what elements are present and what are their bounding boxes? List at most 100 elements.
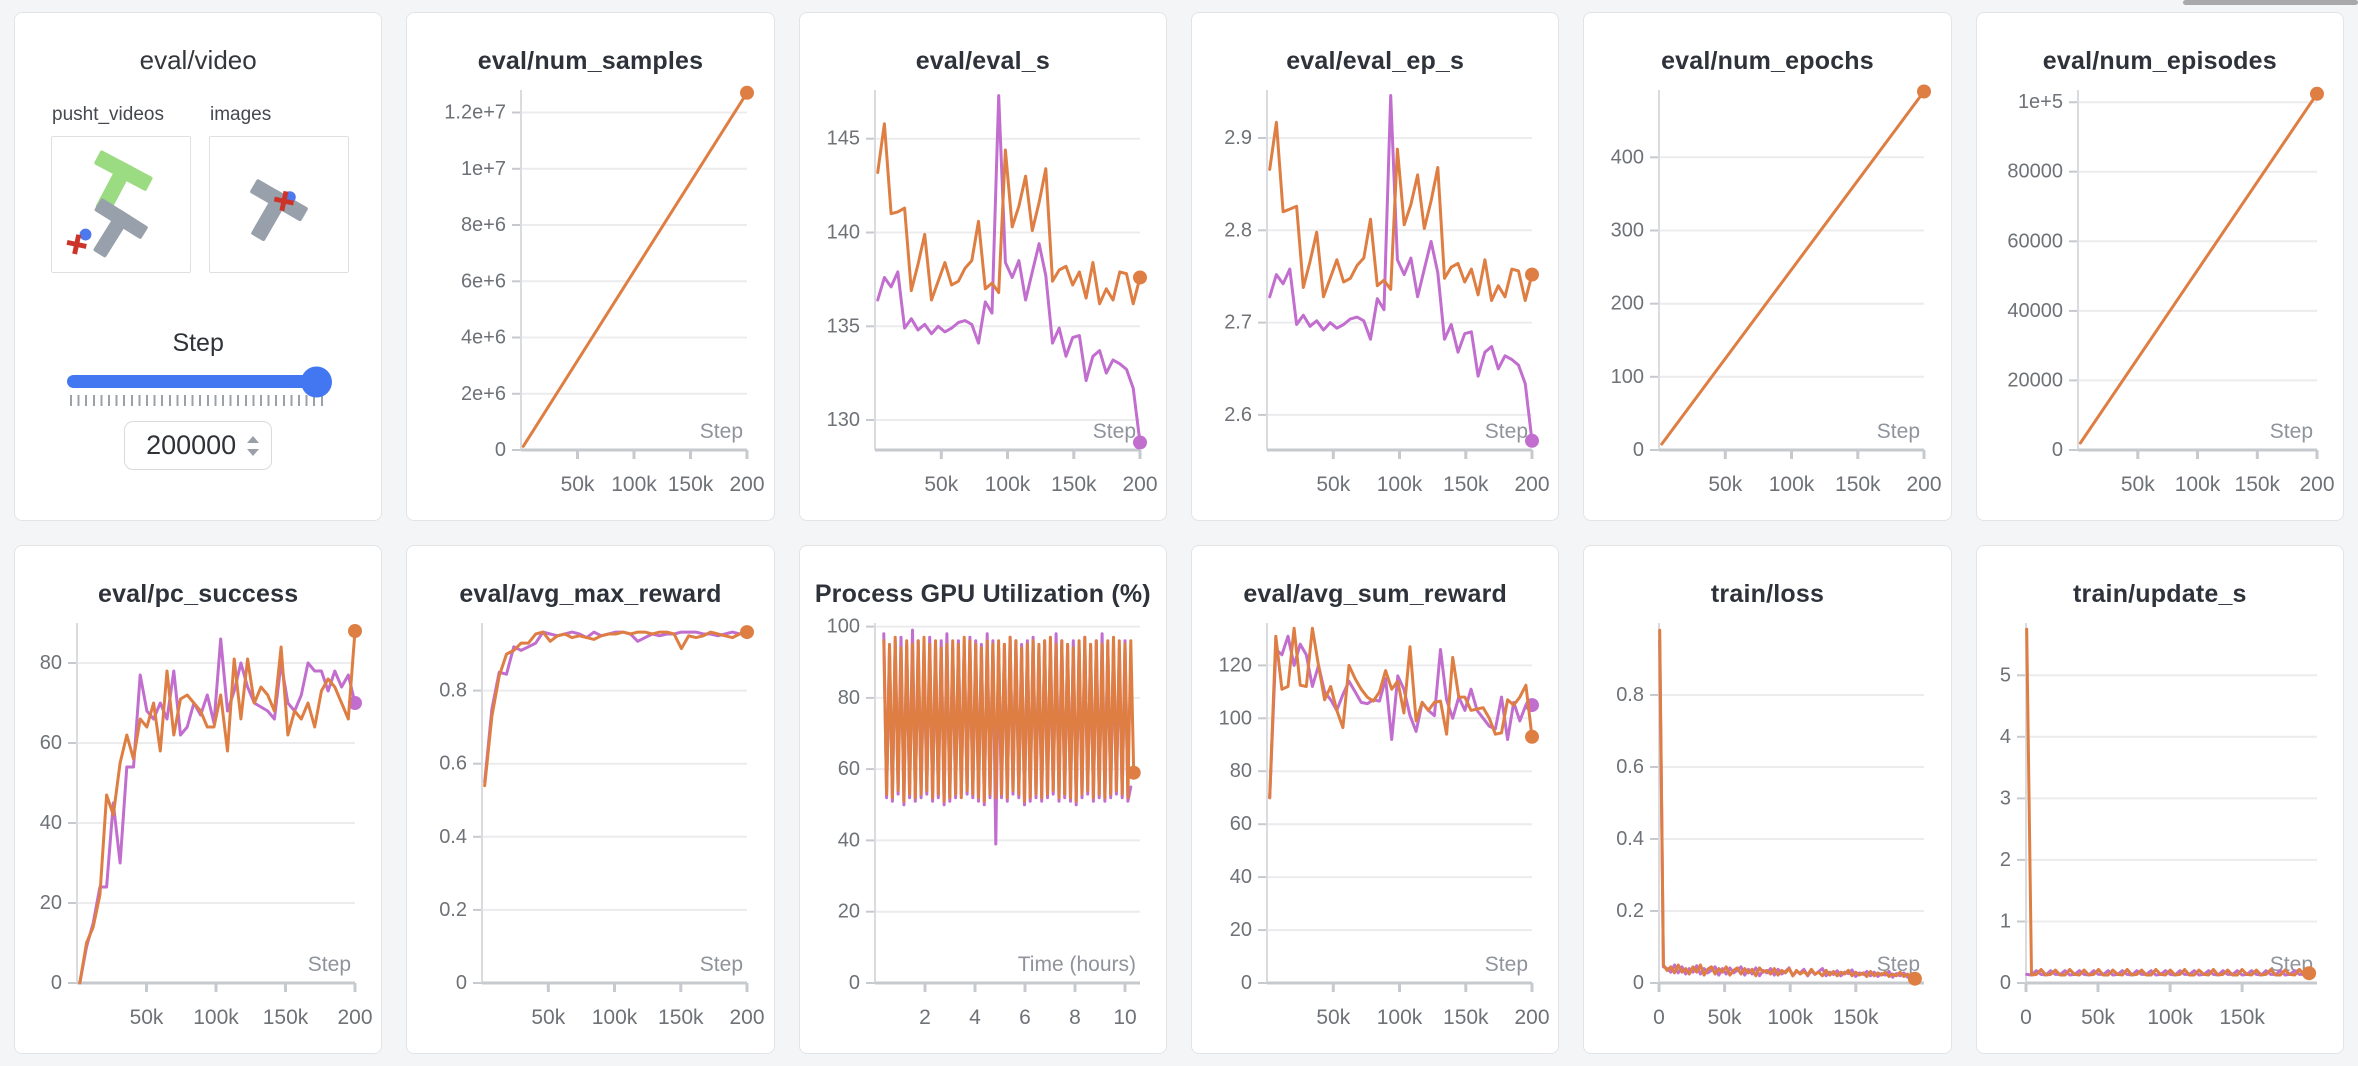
svg-text:40000: 40000 xyxy=(2007,300,2063,322)
svg-text:0.2: 0.2 xyxy=(1617,900,1645,922)
svg-text:150k: 150k xyxy=(1443,1006,1489,1029)
svg-text:100k: 100k xyxy=(1768,1006,1814,1029)
panel-eval-eval-s: eval/eval_s 130 135 140 145 50k 100k 150k 200 St… xyxy=(798,12,1167,521)
block-t-shape xyxy=(250,179,308,241)
chart-eval-avg-sum-reward[interactable]: 0 20 40 60 80 100 120 50k 100k 150k 200 Step xyxy=(1200,611,1550,1047)
svg-text:Step: Step xyxy=(1092,420,1135,443)
media-panel-title: eval/video xyxy=(139,45,257,75)
svg-text:1e+7: 1e+7 xyxy=(461,158,506,180)
chart-eval-pc-success[interactable]: 0 20 40 60 80 50k 100k 150k 200 Step xyxy=(23,611,373,1047)
svg-text:80000: 80000 xyxy=(2007,161,2063,183)
svg-text:50k: 50k xyxy=(1708,1006,1742,1029)
svg-text:100: 100 xyxy=(1219,707,1252,729)
svg-text:Time (hours): Time (hours) xyxy=(1017,953,1135,976)
svg-text:0: 0 xyxy=(51,972,62,994)
slider-thumb[interactable] xyxy=(301,366,333,397)
svg-text:140: 140 xyxy=(826,222,859,244)
svg-text:135: 135 xyxy=(826,315,859,337)
svg-text:Step: Step xyxy=(1485,953,1528,976)
svg-text:2.7: 2.7 xyxy=(1224,312,1252,334)
chart-eval-num-samples[interactable]: 0 2e+6 4e+6 6e+6 8e+6 1e+7 1.2e+7 50k 100k 150k 20… xyxy=(415,78,765,514)
svg-text:200: 200 xyxy=(1514,1006,1549,1029)
svg-text:20: 20 xyxy=(1230,919,1252,941)
chart-train-update-s[interactable]: 0 1 2 3 4 5 0 50k 100k 150k Step xyxy=(1985,611,2335,1047)
svg-text:0: 0 xyxy=(849,972,860,994)
svg-text:200: 200 xyxy=(1907,473,1942,496)
svg-text:0: 0 xyxy=(2020,1006,2032,1029)
chart-title: Process GPU Utilization (%) xyxy=(814,580,1151,608)
svg-text:50k: 50k xyxy=(1709,473,1743,496)
chart-title: eval/eval_ep_s xyxy=(1286,47,1465,75)
step-input[interactable] xyxy=(141,429,242,462)
chart-eval-eval-ep-s[interactable]: 2.6 2.7 2.8 2.9 50k 100k 150k 200 Step xyxy=(1200,78,1550,514)
line-chart-svg: 0 2e+6 4e+6 6e+6 8e+6 1e+7 1.2e+7 50k 100k 150k 20… xyxy=(445,85,765,496)
chart-eval-eval-s[interactable]: 130 135 140 145 50k 100k 150k 200 Step xyxy=(808,78,1158,514)
spinner-down-icon[interactable] xyxy=(247,448,260,456)
svg-text:120: 120 xyxy=(1219,654,1252,676)
step-input-box[interactable] xyxy=(124,421,273,470)
svg-text:200: 200 xyxy=(337,1006,372,1029)
chart-eval-num-epochs[interactable]: 0 100 200 300 400 50k 100k 150k 200 Step xyxy=(1592,78,1942,514)
svg-text:2e+6: 2e+6 xyxy=(461,383,506,405)
svg-text:0.6: 0.6 xyxy=(440,753,468,775)
svg-text:2: 2 xyxy=(2000,849,2011,871)
pusht-video-thumbnail[interactable] xyxy=(51,136,191,273)
svg-text:50k: 50k xyxy=(1316,473,1350,496)
svg-text:2.8: 2.8 xyxy=(1224,219,1252,241)
images-thumbnail[interactable] xyxy=(209,136,349,273)
line-chart-svg: 130 135 140 145 50k 100k 150k 200 Step xyxy=(826,90,1157,496)
step-heading: Step xyxy=(172,329,224,357)
svg-text:100k: 100k xyxy=(984,473,1030,496)
svg-text:Step: Step xyxy=(700,420,743,443)
step-slider[interactable] xyxy=(67,366,333,406)
svg-text:150k: 150k xyxy=(1833,1006,1879,1029)
media-thumbnails-row: pusht_videos xyxy=(51,104,381,273)
chart-process-gpu-utilization[interactable]: 0 20 40 60 80 100 2 4 6 8 10 Time (hours) xyxy=(808,611,1158,1047)
svg-text:150k: 150k xyxy=(263,1006,309,1029)
chart-title: eval/num_epochs xyxy=(1661,47,1874,75)
svg-text:0.8: 0.8 xyxy=(1617,684,1645,706)
svg-text:40: 40 xyxy=(837,829,859,851)
panel-eval-video: eval/video pusht_videos xyxy=(14,12,383,521)
svg-text:Step: Step xyxy=(308,953,351,976)
agent-dot xyxy=(79,228,92,241)
svg-text:0: 0 xyxy=(456,972,467,994)
chart-title: eval/eval_s xyxy=(915,47,1050,75)
slider-track[interactable] xyxy=(67,366,333,397)
pusht-scene-image xyxy=(66,150,153,258)
svg-text:60: 60 xyxy=(837,758,859,780)
svg-text:60: 60 xyxy=(1230,813,1252,835)
panel-eval-num-episodes: eval/num_episodes 0 20000 40000 60000 80000 1… xyxy=(1975,12,2344,521)
chart-title: eval/num_episodes xyxy=(2042,47,2277,75)
line-chart-svg: 0 0.2 0.4 0.6 0.8 0 50k 100k 150k Step xyxy=(1617,623,1925,1029)
chart-eval-num-episodes[interactable]: 0 20000 40000 60000 80000 1e+5 50k 100k 150k 200 S… xyxy=(1985,78,2335,514)
svg-text:6e+6: 6e+6 xyxy=(461,270,506,292)
svg-text:50k: 50k xyxy=(924,473,958,496)
chart-eval-avg-max-reward[interactable]: 0 0.2 0.4 0.6 0.8 50k 100k 150k 200 Step xyxy=(415,611,765,1047)
svg-text:150k: 150k xyxy=(1051,473,1097,496)
svg-text:Step: Step xyxy=(1877,953,1920,976)
panel-eval-pc-success: eval/pc_success 0 20 40 60 80 50k 100k 150k 200 S… xyxy=(14,545,383,1054)
svg-text:40: 40 xyxy=(1230,866,1252,888)
panel-eval-num-samples: eval/num_samples 0 2e+6 4e+6 6e+6 8e+6 1e+7 1.… xyxy=(406,12,775,521)
svg-text:0.2: 0.2 xyxy=(440,899,468,921)
svg-text:100k: 100k xyxy=(612,473,658,496)
svg-text:20: 20 xyxy=(837,901,859,923)
chart-title: train/loss xyxy=(1710,580,1825,608)
svg-text:Step: Step xyxy=(1877,420,1920,443)
svg-text:60: 60 xyxy=(40,732,62,754)
spinner-up-icon[interactable] xyxy=(247,435,260,443)
svg-text:100k: 100k xyxy=(2174,473,2220,496)
svg-text:50k: 50k xyxy=(2121,473,2155,496)
panel-eval-avg-max-reward: eval/avg_max_reward 0 0.2 0.4 0.6 0.8 50k 100k… xyxy=(406,545,775,1054)
chart-train-loss[interactable]: 0 0.2 0.4 0.6 0.8 0 50k 100k 150k Step xyxy=(1592,611,1942,1047)
chart-title: eval/avg_max_reward xyxy=(459,580,722,608)
svg-text:4: 4 xyxy=(2000,726,2011,748)
svg-text:130: 130 xyxy=(826,409,859,431)
svg-text:150k: 150k xyxy=(2234,473,2280,496)
horizontal-scrollbar-thumb[interactable] xyxy=(2183,0,2358,5)
svg-text:5: 5 xyxy=(2000,664,2011,686)
svg-text:0: 0 xyxy=(1241,972,1252,994)
media-caption-images: images xyxy=(210,104,272,125)
